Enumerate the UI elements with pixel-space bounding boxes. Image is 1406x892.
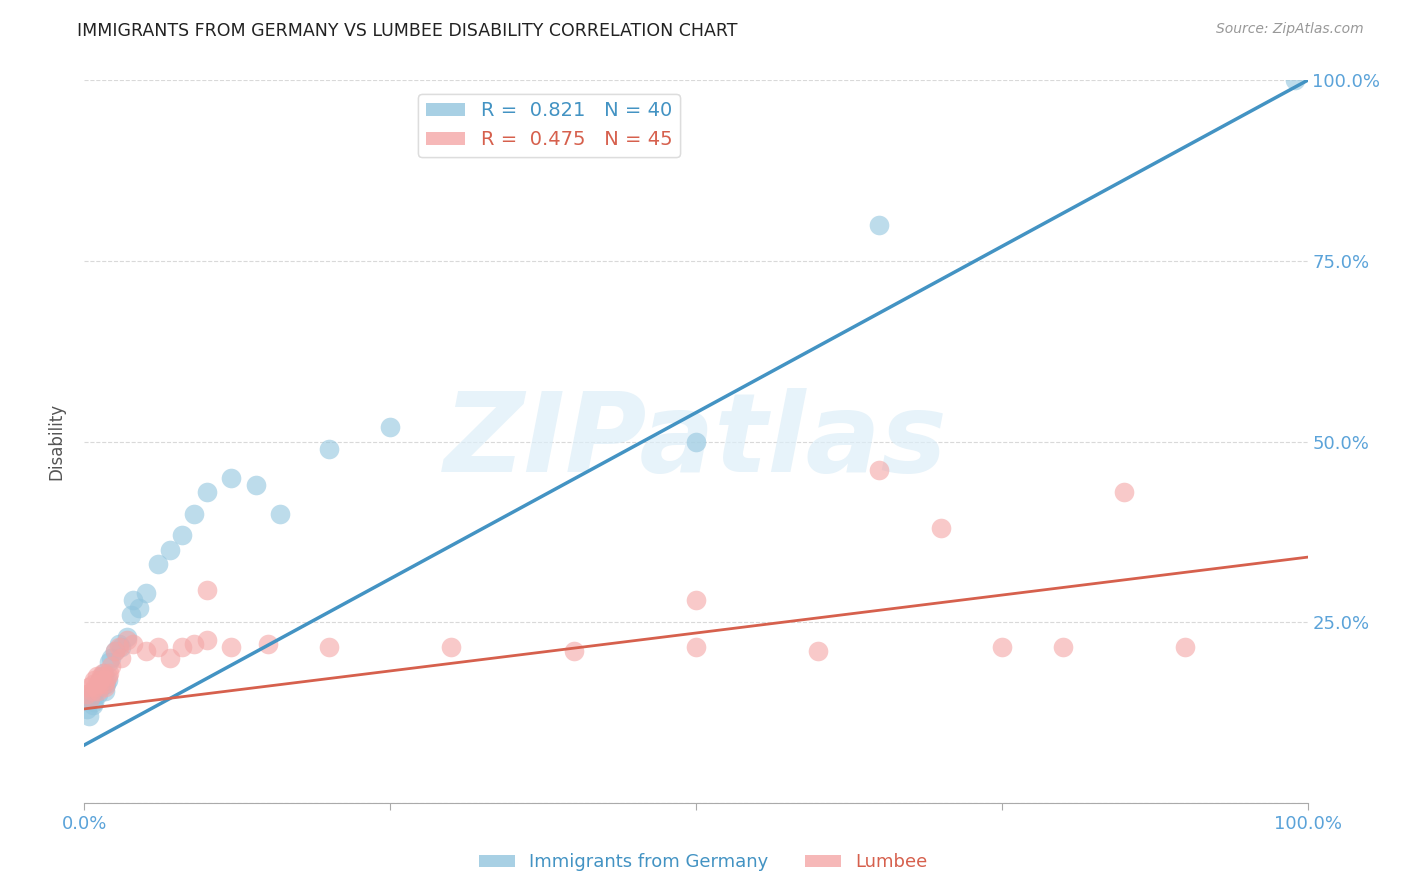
Point — [146, 558, 169, 572]
Point — [135, 586, 157, 600]
Point — [245, 478, 267, 492]
Point — [91, 665, 114, 680]
Point — [97, 673, 120, 687]
Point — [1174, 640, 1197, 655]
Point — [146, 640, 169, 655]
Point — [685, 434, 707, 449]
Point — [807, 644, 830, 658]
Point — [76, 702, 98, 716]
Point — [440, 640, 463, 655]
Point — [90, 680, 112, 694]
Point — [89, 673, 111, 687]
Point — [94, 680, 117, 694]
Point — [77, 709, 100, 723]
Point — [97, 655, 120, 669]
Point — [269, 507, 291, 521]
Point — [84, 680, 107, 694]
Point — [77, 680, 100, 694]
Point — [1284, 73, 1306, 87]
Point — [87, 676, 110, 690]
Point — [110, 651, 132, 665]
Point — [89, 673, 111, 687]
Point — [110, 640, 132, 655]
Point — [869, 463, 891, 477]
Point — [80, 687, 103, 701]
Y-axis label: Disability: Disability — [48, 403, 66, 480]
Point — [562, 644, 585, 658]
Point — [685, 593, 707, 607]
Point — [318, 442, 340, 456]
Point — [183, 507, 205, 521]
Point — [219, 640, 242, 655]
Legend: Immigrants from Germany, Lumbee: Immigrants from Germany, Lumbee — [471, 847, 935, 879]
Point — [93, 676, 115, 690]
Point — [1114, 485, 1136, 500]
Point — [82, 676, 104, 690]
Point — [76, 687, 98, 701]
Point — [195, 582, 218, 597]
Point — [869, 218, 891, 232]
Point — [79, 691, 101, 706]
Point — [97, 665, 120, 680]
Point — [159, 651, 181, 665]
Point — [120, 607, 142, 622]
Point — [86, 680, 108, 694]
Text: IMMIGRANTS FROM GERMANY VS LUMBEE DISABILITY CORRELATION CHART: IMMIGRANTS FROM GERMANY VS LUMBEE DISABI… — [77, 22, 738, 40]
Point — [90, 669, 112, 683]
Legend: R =  0.821   N = 40, R =  0.475   N = 45: R = 0.821 N = 40, R = 0.475 N = 45 — [419, 94, 681, 157]
Point — [380, 420, 402, 434]
Point — [219, 470, 242, 484]
Text: Source: ZipAtlas.com: Source: ZipAtlas.com — [1216, 22, 1364, 37]
Point — [685, 640, 707, 655]
Point — [135, 644, 157, 658]
Point — [107, 640, 129, 655]
Point — [195, 485, 218, 500]
Point — [172, 528, 194, 542]
Point — [86, 669, 108, 683]
Point — [172, 640, 194, 655]
Point — [1052, 640, 1074, 655]
Point — [87, 676, 110, 690]
Point — [122, 593, 145, 607]
Point — [91, 669, 114, 683]
Point — [93, 665, 115, 680]
Point — [84, 683, 107, 698]
Point — [80, 683, 103, 698]
Point — [104, 644, 127, 658]
Point — [94, 683, 117, 698]
Point — [79, 691, 101, 706]
Point — [183, 637, 205, 651]
Point — [159, 542, 181, 557]
Point — [318, 640, 340, 655]
Point — [82, 698, 104, 713]
Point — [83, 695, 105, 709]
Point — [115, 633, 138, 648]
Point — [83, 673, 105, 687]
Point — [96, 673, 118, 687]
Point — [87, 683, 110, 698]
Point — [96, 676, 118, 690]
Point — [257, 637, 280, 651]
Text: ZIPatlas: ZIPatlas — [444, 388, 948, 495]
Point — [991, 640, 1014, 655]
Point — [97, 669, 120, 683]
Point — [87, 687, 110, 701]
Point — [100, 658, 122, 673]
Point — [107, 637, 129, 651]
Point — [115, 630, 138, 644]
Point — [195, 633, 218, 648]
Point — [104, 644, 127, 658]
Point — [929, 521, 952, 535]
Point — [122, 637, 145, 651]
Point — [128, 600, 150, 615]
Point — [100, 651, 122, 665]
